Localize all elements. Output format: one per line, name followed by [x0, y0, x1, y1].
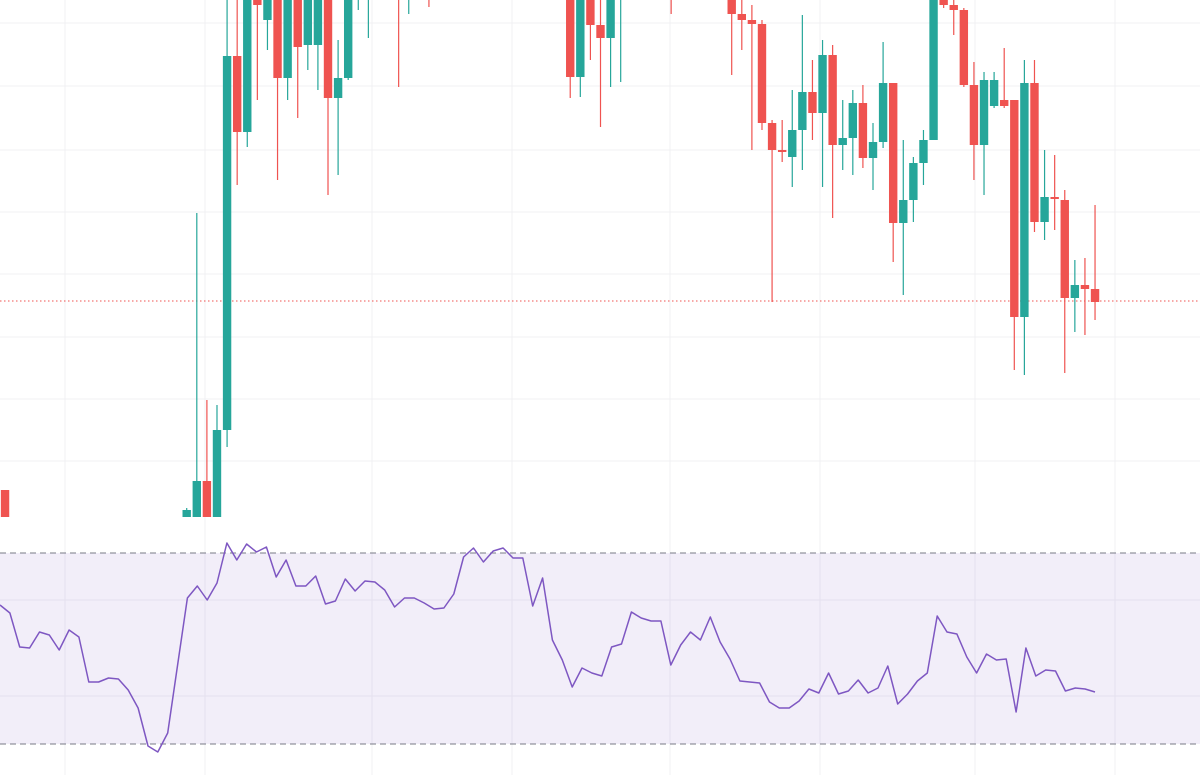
candle-body — [969, 85, 979, 145]
rsi-pane — [0, 542, 1200, 753]
candle-body — [1040, 197, 1049, 222]
candle-body — [202, 481, 212, 517]
candle-body — [253, 0, 262, 5]
candle-body — [939, 0, 948, 5]
candle-body — [1020, 83, 1029, 317]
candle-body — [838, 138, 847, 145]
candle-body — [0, 490, 10, 517]
candle-body — [606, 0, 615, 38]
candle-body — [1000, 100, 1009, 106]
candle-body — [1050, 197, 1059, 199]
candle-body — [313, 0, 323, 45]
candle-body — [596, 25, 605, 38]
candle-body — [1090, 289, 1100, 302]
candle-body — [1060, 200, 1069, 298]
candle-body — [232, 56, 242, 132]
band-fill — [0, 553, 1200, 744]
candle-body — [222, 56, 232, 430]
candle-body — [788, 130, 797, 157]
candle-body — [888, 83, 898, 223]
candle-body — [868, 142, 878, 158]
candle-body — [243, 0, 252, 132]
price-pane — [0, 0, 1200, 517]
candle-body — [343, 0, 353, 78]
candle-body — [979, 80, 989, 145]
candle-body — [767, 123, 777, 150]
candle-body — [959, 10, 969, 85]
candle-body — [919, 140, 928, 163]
candle-body — [777, 150, 787, 152]
candle-body — [757, 24, 767, 123]
candle-body — [1080, 285, 1090, 289]
rsi-line — [0, 542, 1096, 753]
candle-body — [929, 0, 938, 140]
candle-body — [263, 0, 272, 20]
candle-body — [848, 103, 858, 138]
candle-body — [909, 163, 918, 200]
candle-body — [798, 92, 807, 130]
candle-body — [323, 0, 333, 98]
candle-body — [737, 14, 746, 20]
candle-body — [747, 20, 757, 24]
candle-body — [333, 78, 343, 98]
candle-body — [566, 0, 575, 77]
candle-body — [182, 510, 191, 517]
candle-body — [212, 430, 222, 517]
candle-body — [989, 80, 999, 106]
candle-body — [818, 55, 827, 113]
candle-body — [899, 200, 908, 223]
candle-body — [586, 0, 595, 25]
candle-body — [949, 5, 958, 10]
candle-body — [283, 0, 292, 78]
candle-body — [1070, 285, 1080, 298]
candle-body — [727, 0, 736, 14]
candle-body — [828, 55, 837, 145]
candle-body — [1010, 100, 1019, 317]
candle-body — [858, 103, 868, 158]
candle-body — [878, 83, 888, 142]
candle-body — [273, 0, 282, 78]
candle-body — [293, 0, 302, 47]
candle-body — [303, 0, 313, 45]
candle-body — [576, 0, 585, 77]
candle-body — [192, 481, 202, 517]
candle-body — [1030, 83, 1039, 222]
candle-body — [808, 92, 817, 113]
